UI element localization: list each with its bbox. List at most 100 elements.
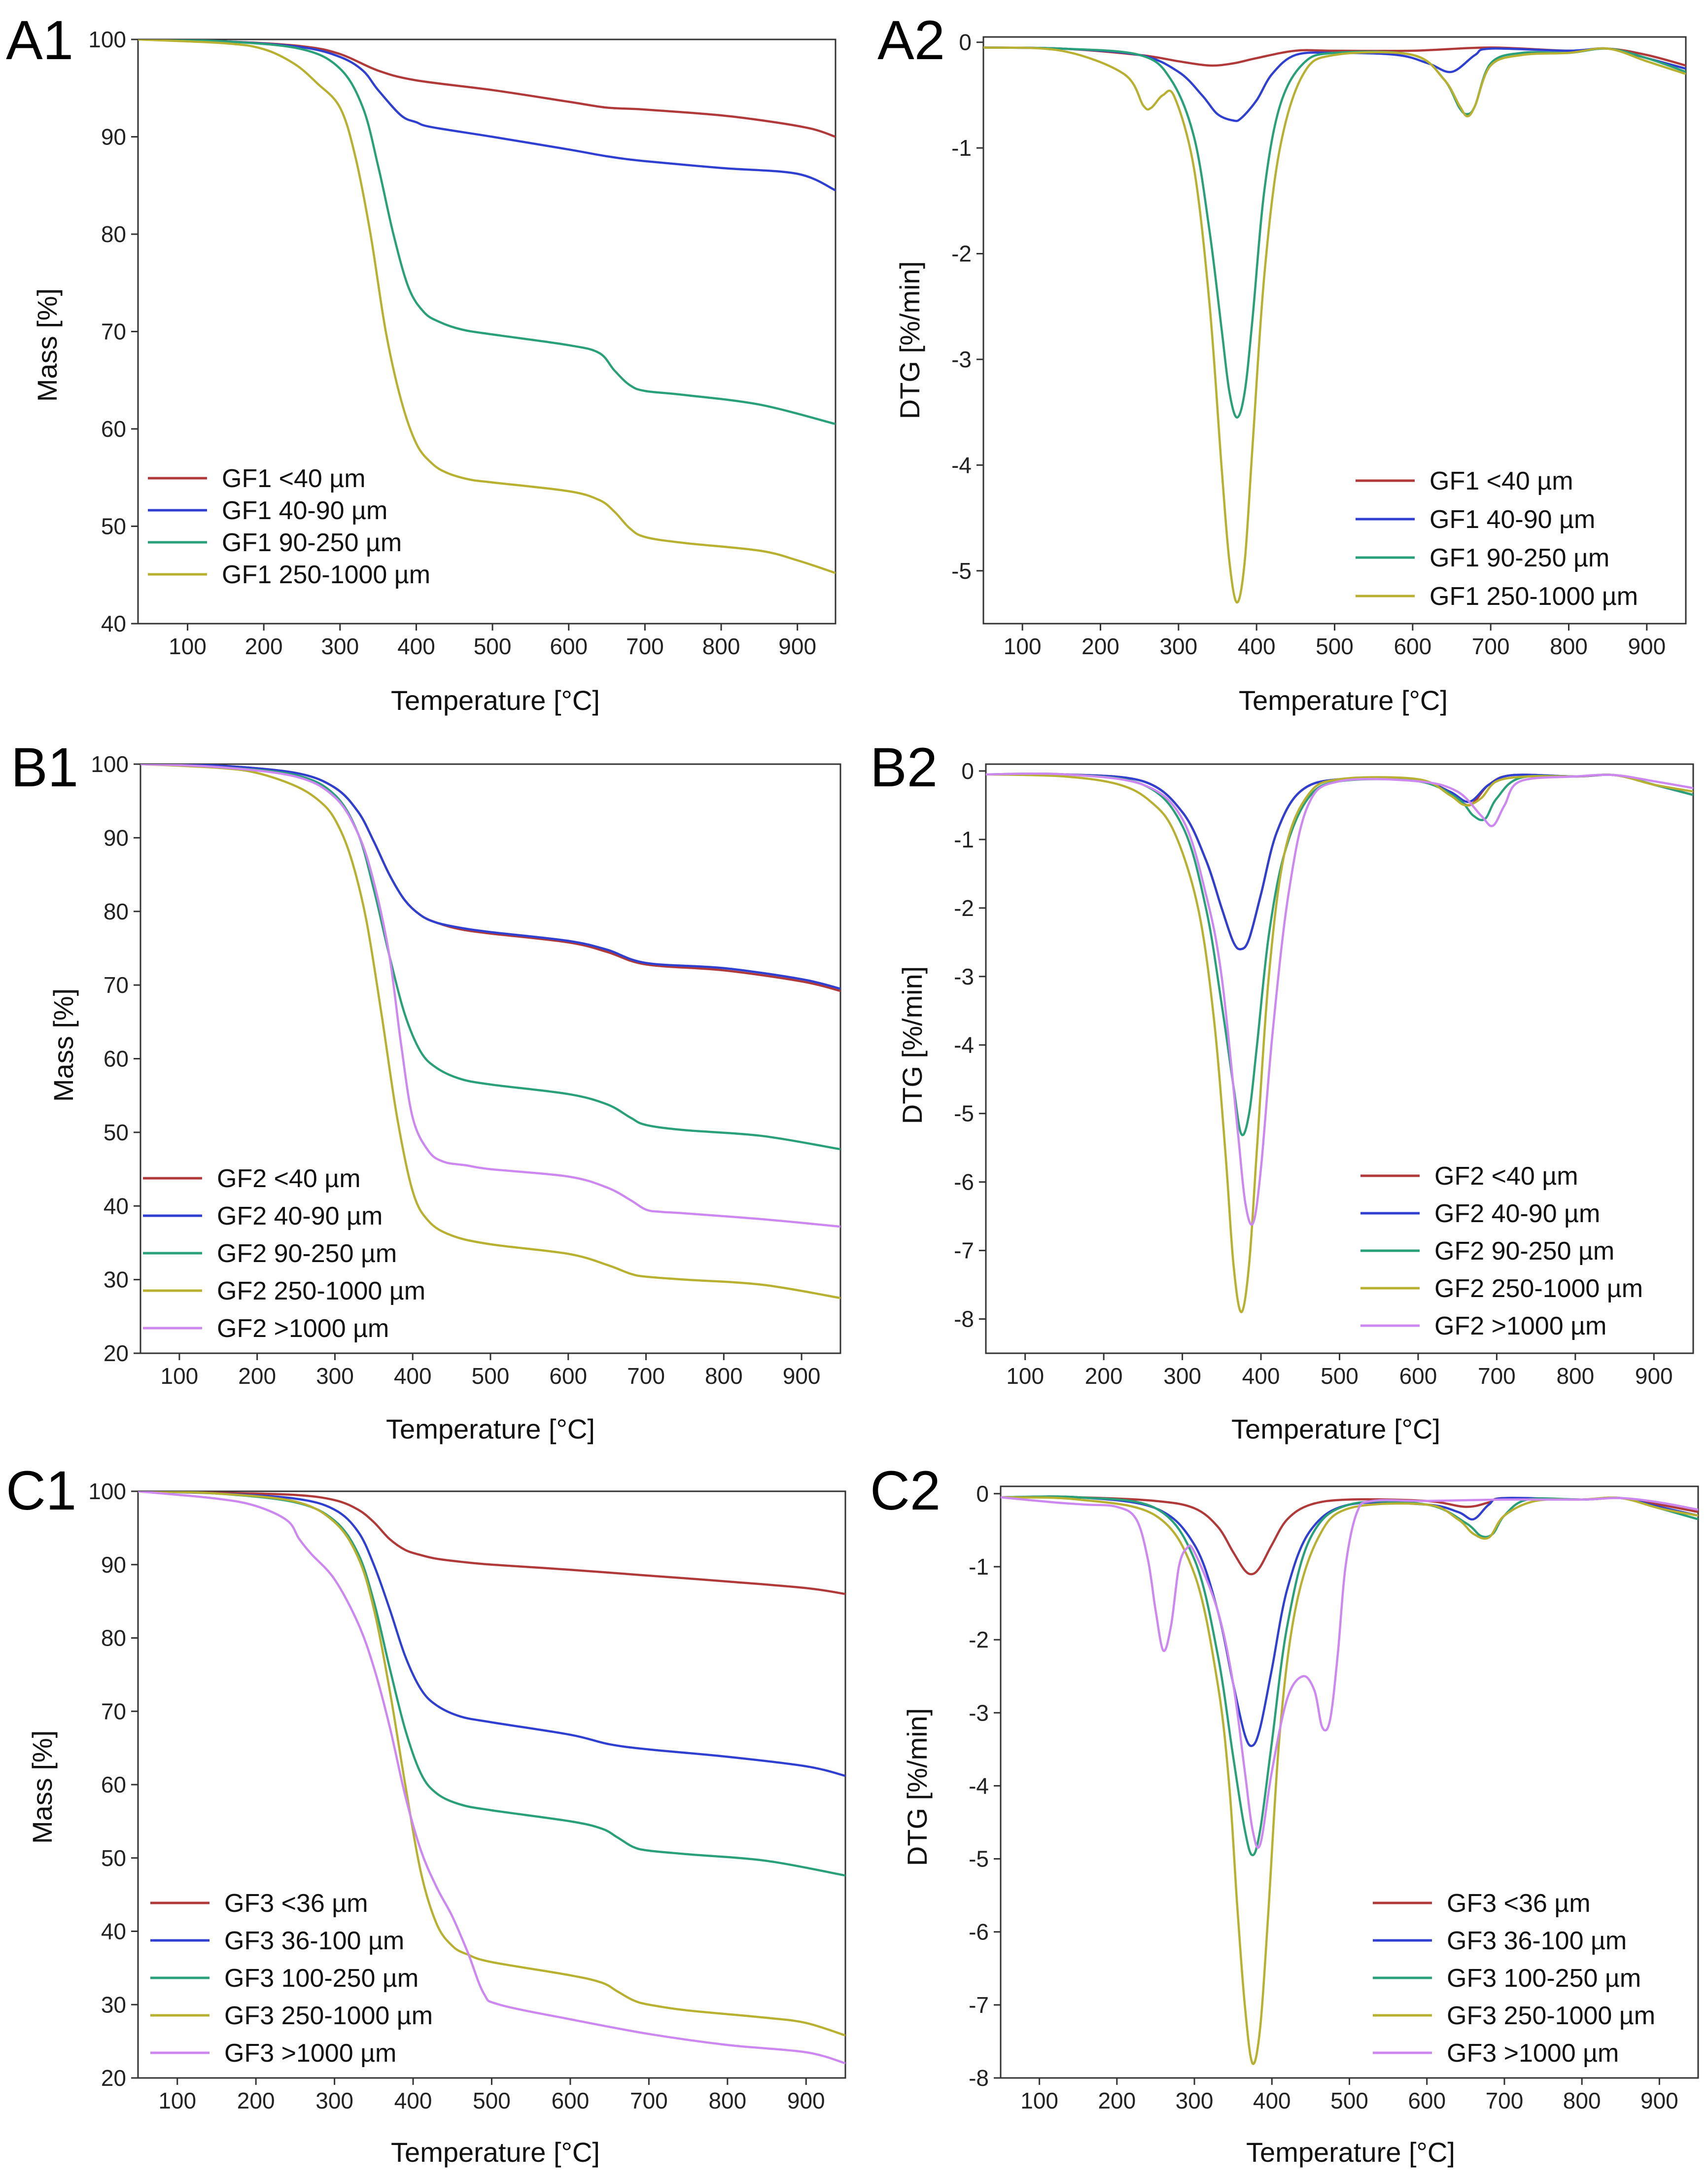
series-line-gf2-90-250-um (140, 764, 840, 1151)
legend-label-gf3-gt1000-um: GF3 >1000 µm (224, 2039, 396, 2068)
y-tick-label-b2: -1 (954, 827, 974, 852)
x-axis-title-c2: Temperature [°C] (1246, 2137, 1455, 2168)
legend-label-gf3-250-1000-um: GF3 250-1000 µm (1447, 2002, 1655, 2030)
y-tick-label-a1: 70 (101, 319, 126, 345)
legend-label-gf3-36-100-um: GF3 36-100 µm (1447, 1927, 1627, 1955)
series-line-gf2-90-250-um (986, 773, 1693, 1136)
x-tick-label-c1: 600 (552, 2088, 590, 2113)
legend-label-gf1-250-1000-um: GF1 250-1000 µm (1429, 582, 1638, 611)
y-tick-label-c1: 80 (101, 1625, 126, 1651)
x-tick-label-c2: 400 (1253, 2088, 1291, 2113)
x-tick-label-b1: 900 (783, 1363, 821, 1389)
y-tick-label-c2: 0 (976, 1481, 989, 1507)
y-axis-title-b2: DTG [%/min] (897, 966, 928, 1124)
legend-label-gf3-100-250-um: GF3 100-250 µm (1447, 1964, 1641, 1993)
y-tick-label-a2: -2 (951, 241, 972, 267)
x-tick-label-b2: 500 (1321, 1363, 1359, 1389)
x-tick-label-c2: 300 (1176, 2088, 1214, 2113)
x-tick-label-b2: 700 (1478, 1363, 1516, 1389)
y-axis-title-a2: DTG [%/min] (894, 261, 925, 419)
series-line-gf1-250-1000-um (138, 39, 836, 574)
x-tick-label-a2: 200 (1081, 633, 1119, 659)
y-tick-label-a1: 90 (101, 124, 126, 150)
y-tick-label-c1: 60 (101, 1772, 126, 1797)
y-tick-label-a2: -5 (951, 558, 972, 584)
series-line-gf3-250-1000-um (138, 1491, 845, 2037)
series-line-gf2-250-1000-um (140, 764, 840, 1300)
x-tick-label-b1: 800 (705, 1363, 743, 1389)
series-line-gf3-250-1000-um (1001, 1496, 1698, 2065)
y-tick-label-c2: -7 (969, 1992, 989, 2018)
legend-label-gf2-250-1000-um: GF2 250-1000 µm (217, 1277, 425, 1305)
y-tick-label-b1: 50 (104, 1120, 129, 1145)
legend-label-gf3-36-100-um: GF3 36-100 µm (224, 1927, 404, 1955)
x-tick-label-b2: 900 (1635, 1363, 1673, 1389)
x-tick-label-a2: 600 (1394, 633, 1431, 659)
series-line-gf2-250-1000-um (986, 773, 1693, 1313)
panel-label-a1: A1 (6, 9, 73, 71)
y-tick-label-a2: 0 (959, 30, 972, 55)
y-tick-label-c2: -2 (969, 1627, 989, 1653)
legend-label-gf1-250-1000-um: GF1 250-1000 µm (222, 561, 430, 589)
y-tick-label-c1: 70 (101, 1698, 126, 1724)
y-tick-label-c2: -3 (969, 1700, 989, 1725)
series-line-gf1-40-90-um (138, 39, 836, 192)
y-tick-label-a1: 40 (101, 611, 126, 636)
legend-label-gf3-gt1000-um: GF3 >1000 µm (1447, 2039, 1619, 2068)
y-tick-label-b1: 30 (104, 1267, 129, 1293)
legend-label-gf1-lt40-um: GF1 <40 µm (222, 464, 366, 493)
y-tick-label-b1: 90 (104, 825, 129, 850)
y-tick-label-a1: 100 (88, 27, 126, 52)
legend-label-gf2-gt1000-um: GF2 >1000 µm (1434, 1312, 1606, 1340)
x-axis-title-b2: Temperature [°C] (1231, 1413, 1440, 1444)
legend-label-gf2-lt40-um: GF2 <40 µm (217, 1164, 361, 1193)
x-tick-label-c1: 900 (787, 2088, 825, 2113)
y-axis-title-c1: Mass [%] (27, 1730, 58, 1844)
x-tick-label-a1: 200 (245, 633, 283, 659)
x-tick-label-b1: 500 (472, 1363, 510, 1389)
legend-label-gf2-90-250-um: GF2 90-250 µm (1434, 1237, 1614, 1266)
x-tick-label-b1: 400 (394, 1363, 432, 1389)
legend-label-gf1-40-90-um: GF1 40-90 µm (1429, 505, 1595, 534)
panel-c2: C2 Temperature [°C] DTG [%/min] 100 200 30… (870, 1460, 1699, 2168)
x-tick-label-a2: 500 (1316, 633, 1354, 659)
x-tick-label-a2: 100 (1004, 633, 1042, 659)
x-axis-title-a2: Temperature [°C] (1239, 685, 1448, 716)
legend-label-gf2-90-250-um: GF2 90-250 µm (217, 1239, 397, 1268)
x-tick-label-a2: 700 (1472, 633, 1510, 659)
x-tick-label-b1: 200 (238, 1363, 276, 1389)
x-tick-label-b2: 400 (1242, 1363, 1280, 1389)
x-tick-label-c1: 400 (394, 2088, 432, 2113)
legend-label-gf2-40-90-um: GF2 40-90 µm (1434, 1199, 1600, 1228)
x-tick-label-a2: 800 (1550, 633, 1588, 659)
y-tick-label-c1: 100 (88, 1478, 126, 1504)
y-tick-label-b1: 80 (104, 899, 129, 924)
x-tick-label-b2: 600 (1399, 1363, 1437, 1389)
y-tick-label-b2: 0 (961, 758, 974, 784)
series-line-gf3-36-100-um (138, 1491, 845, 1777)
y-tick-label-a2: -3 (951, 347, 972, 372)
x-tick-label-a2: 900 (1628, 633, 1666, 659)
x-axis-title-a1: Temperature [°C] (391, 685, 600, 716)
x-tick-label-c1: 300 (315, 2088, 353, 2113)
series-line-gf2-gt1000-um (140, 764, 840, 1228)
x-tick-label-a1: 500 (474, 633, 512, 659)
x-tick-label-c1: 700 (630, 2088, 668, 2113)
x-tick-label-a2: 300 (1159, 633, 1197, 659)
panel-label-c1: C1 (6, 1460, 76, 1521)
x-tick-label-c2: 100 (1020, 2088, 1058, 2113)
legend-label-gf3-100-250-um: GF3 100-250 µm (224, 1964, 418, 1993)
series-line-gf1-90-250-um (138, 39, 836, 425)
legend-label-gf2-lt40-um: GF2 <40 µm (1434, 1162, 1578, 1191)
x-tick-label-a1: 600 (550, 633, 588, 659)
x-tick-label-b2: 100 (1006, 1363, 1044, 1389)
y-axis-title-a1: Mass [%] (32, 288, 63, 402)
y-tick-label-b2: -6 (954, 1169, 974, 1195)
y-tick-label-c2: -8 (969, 2065, 989, 2091)
legend-label-gf2-250-1000-um: GF2 250-1000 µm (1434, 1274, 1643, 1303)
series-line-gf3-gt1000-um (1001, 1496, 1698, 1849)
legend-label-gf3-250-1000-um: GF3 250-1000 µm (224, 2002, 433, 2030)
panel-a1: A1 Temperature [°C] Mass [%] 100 200 300 40… (6, 9, 837, 716)
y-tick-label-a2: -4 (951, 452, 972, 478)
y-tick-label-b2: -5 (954, 1101, 974, 1126)
